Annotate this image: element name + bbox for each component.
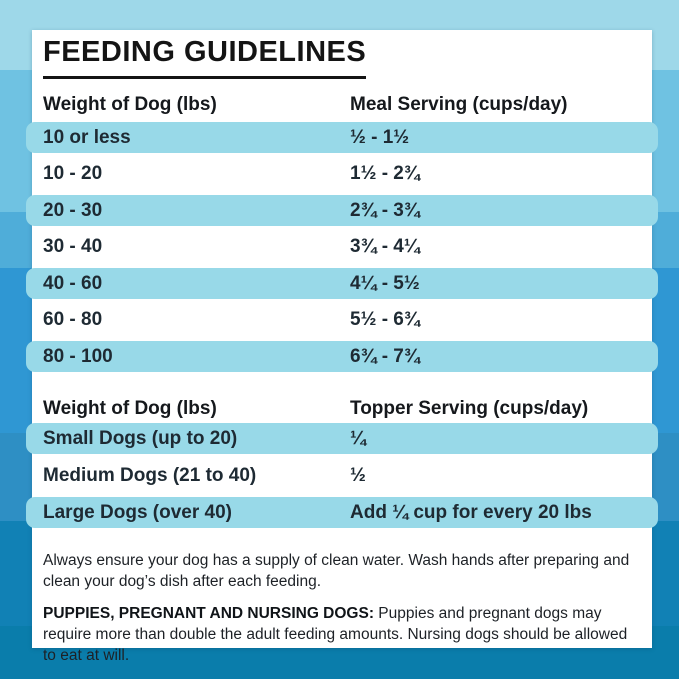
table-row: 80 - 100 6¾ - 7¾ <box>26 341 658 372</box>
serving-cell: 2¾ - 3¾ <box>350 200 420 221</box>
table-row: Small Dogs (up to 20) ¼ <box>26 423 658 454</box>
puppies-note-text: Puppies and pregnant dogs may require mo… <box>43 605 628 664</box>
serving-cell: 3¾ - 4¼ <box>350 236 420 257</box>
weight-cell: 10 or less <box>43 127 131 148</box>
table-row: 60 - 80 5½ - 6¾ <box>26 304 658 335</box>
table-row: Medium Dogs (21 to 40) ½ <box>26 460 658 491</box>
table-row: Large Dogs (over 40) Add ¼ cup for every… <box>26 497 658 528</box>
meal-header-weight: Weight of Dog (lbs) <box>43 94 217 115</box>
weight-cell: 40 - 60 <box>43 273 103 294</box>
table-row: 10 or less ½ - 1½ <box>26 122 658 153</box>
footer-notes: Always ensure your dog has a supply of c… <box>43 550 641 677</box>
weight-cell: Medium Dogs (21 to 40) <box>43 465 257 486</box>
serving-cell: 5½ - 6¾ <box>350 309 420 330</box>
serving-cell: 1½ - 2¾ <box>350 163 420 184</box>
meal-table-header: Weight of Dog (lbs) Meal Serving (cups/d… <box>32 94 652 118</box>
weight-cell: 60 - 80 <box>43 309 103 330</box>
meal-header-serving: Meal Serving (cups/day) <box>350 94 568 115</box>
puppies-note-label: PUPPIES, PREGNANT AND NURSING DOGS: <box>43 605 374 622</box>
weight-cell: 80 - 100 <box>43 346 113 367</box>
serving-cell: ½ - 1½ <box>350 127 410 148</box>
topper-table-header: Weight of Dog (lbs) Topper Serving (cups… <box>32 398 652 422</box>
table-row: 10 - 20 1½ - 2¾ <box>26 158 658 189</box>
weight-cell: 30 - 40 <box>43 236 103 257</box>
page-title: FEEDING GUIDELINES <box>43 36 367 79</box>
serving-cell: Add ¼ cup for every 20 lbs <box>350 502 592 523</box>
weight-cell: Large Dogs (over 40) <box>43 502 232 523</box>
weight-cell: Small Dogs (up to 20) <box>43 428 238 449</box>
weight-cell: 10 - 20 <box>43 163 103 184</box>
weight-cell: 20 - 30 <box>43 200 103 221</box>
table-row: 40 - 60 4¼ - 5½ <box>26 268 658 299</box>
table-row: 20 - 30 2¾ - 3¾ <box>26 195 658 226</box>
topper-header-weight: Weight of Dog (lbs) <box>43 398 217 419</box>
water-note: Always ensure your dog has a supply of c… <box>43 552 630 590</box>
table-row: 30 - 40 3¾ - 4¼ <box>26 231 658 262</box>
puppies-note: PUPPIES, PREGNANT AND NURSING DOGS: Pupp… <box>43 603 641 666</box>
serving-cell: 6¾ - 7¾ <box>350 346 420 367</box>
serving-cell: ½ <box>350 465 366 486</box>
serving-cell: ¼ <box>350 428 366 449</box>
feeding-guidelines-card: FEEDING GUIDELINES Weight of Dog (lbs) M… <box>26 30 658 664</box>
serving-cell: 4¼ - 5½ <box>350 273 420 294</box>
topper-header-serving: Topper Serving (cups/day) <box>350 398 589 419</box>
